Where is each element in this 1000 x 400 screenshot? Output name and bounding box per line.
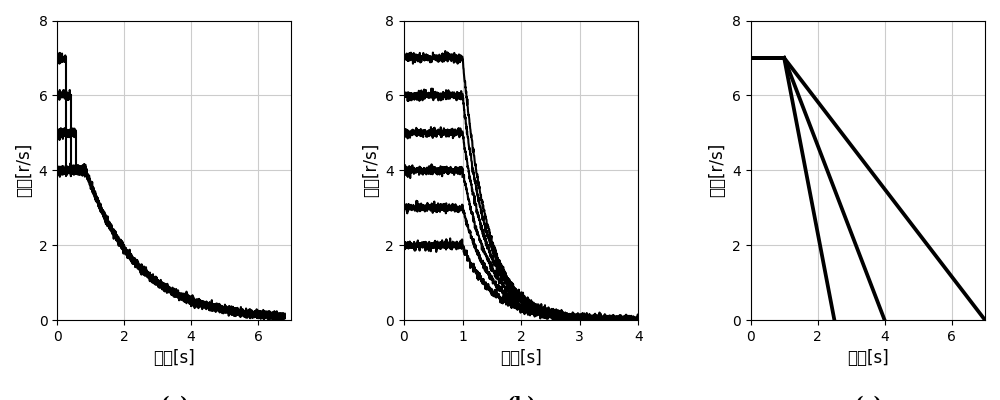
X-axis label: 时间[s]: 时间[s] (847, 349, 889, 367)
Y-axis label: 速度[r/s]: 速度[r/s] (362, 143, 380, 197)
Text: (b): (b) (506, 396, 536, 400)
Y-axis label: 速度[r/s]: 速度[r/s] (709, 143, 727, 197)
X-axis label: 时间[s]: 时间[s] (500, 349, 542, 367)
Text: (c): (c) (854, 396, 882, 400)
Y-axis label: 速度[r/s]: 速度[r/s] (15, 143, 33, 197)
Text: (a): (a) (160, 396, 189, 400)
X-axis label: 时间[s]: 时间[s] (153, 349, 195, 367)
